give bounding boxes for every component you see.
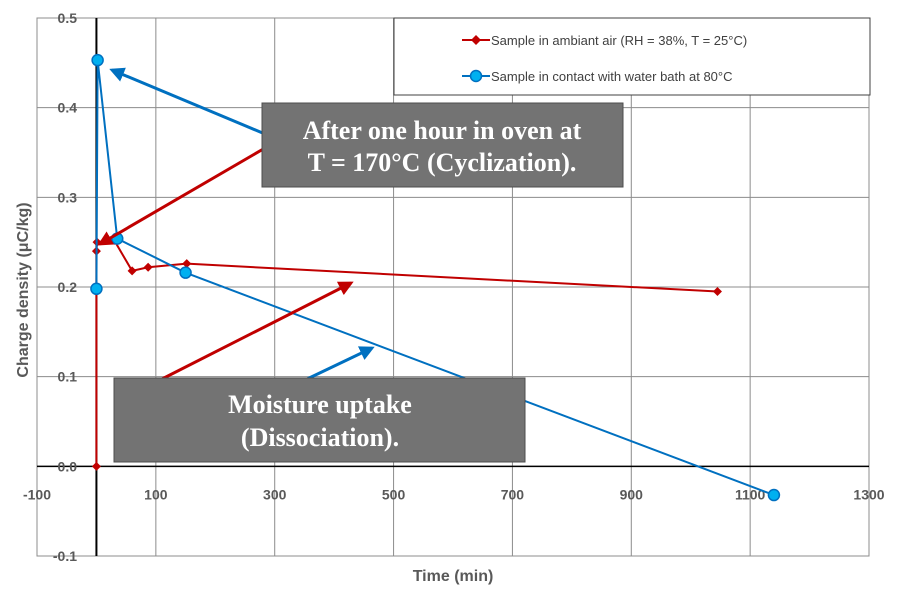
ambient-air-point <box>91 461 101 471</box>
arrow-cyclization-blue <box>109 67 266 136</box>
x-tick-label: 900 <box>620 486 644 502</box>
legend-blue-marker <box>469 69 483 83</box>
callout-cyclization-line1: After one hour in oven at <box>303 116 582 145</box>
legend-blue-label: Sample in contact with water bath at 80°… <box>491 69 733 84</box>
ambient-air-point <box>712 286 722 296</box>
grid <box>36 17 870 557</box>
legend-box <box>393 17 871 96</box>
water-bath-point <box>767 488 781 502</box>
tick-labels: -0.1 0.0 0.1 0.2 0.3 0.4 0.5 -100 100 300 500 700 90… <box>23 10 885 564</box>
ambient-air-point <box>143 262 153 272</box>
x-tick-label: 700 <box>501 486 525 502</box>
water-bath-point <box>91 53 104 67</box>
callout-moisture-line1: Moisture uptake <box>228 390 412 419</box>
x-axis-title: Time (min) <box>413 568 494 585</box>
x-tick-label: 500 <box>382 486 406 502</box>
y-tick-label: 0.4 <box>58 100 78 116</box>
callout-cyclization: After one hour in oven at T = 170°C (Cyc… <box>261 102 624 188</box>
x-tick-label: 300 <box>263 486 287 502</box>
y-tick-label: 0.0 <box>58 458 78 474</box>
ambient-air-point <box>182 259 192 269</box>
y-tick-label: 0.1 <box>58 369 78 385</box>
callout-moisture-line2: (Dissociation). <box>241 423 399 452</box>
x-tick-label: 1100 <box>735 486 766 502</box>
y-tick-label: 0.3 <box>58 189 78 205</box>
callout-cyclization-box <box>261 102 624 188</box>
callout-arrows <box>97 67 375 382</box>
callout-moisture-box <box>113 377 526 463</box>
water-bath-point <box>179 266 192 279</box>
y-tick-label: -0.1 <box>53 548 77 564</box>
callout-moisture: Moisture uptake (Dissociation). <box>113 377 526 463</box>
legend-red-marker <box>471 35 481 45</box>
y-axis-title: Charge density (μC/kg) <box>15 202 32 377</box>
y-tick-label: 0.2 <box>58 279 78 295</box>
legend: Sample in ambiant air (RH = 38%, T = 25°… <box>393 17 871 96</box>
legend-red-label: Sample in ambiant air (RH = 38%, T = 25°… <box>491 33 747 48</box>
arrow-cyclization-red <box>97 146 266 246</box>
y-tick-label: 0.5 <box>58 10 78 26</box>
x-tick-label: -100 <box>23 486 51 502</box>
x-tick-label: 1300 <box>853 486 884 502</box>
arrow-moisture-blue <box>304 346 375 382</box>
callout-cyclization-line2: T = 170°C (Cyclization). <box>308 148 577 177</box>
x-tick-label: 100 <box>144 486 168 502</box>
water-bath-point <box>90 282 103 296</box>
ambient-air-point <box>127 266 137 276</box>
arrow-moisture-red <box>159 281 354 382</box>
